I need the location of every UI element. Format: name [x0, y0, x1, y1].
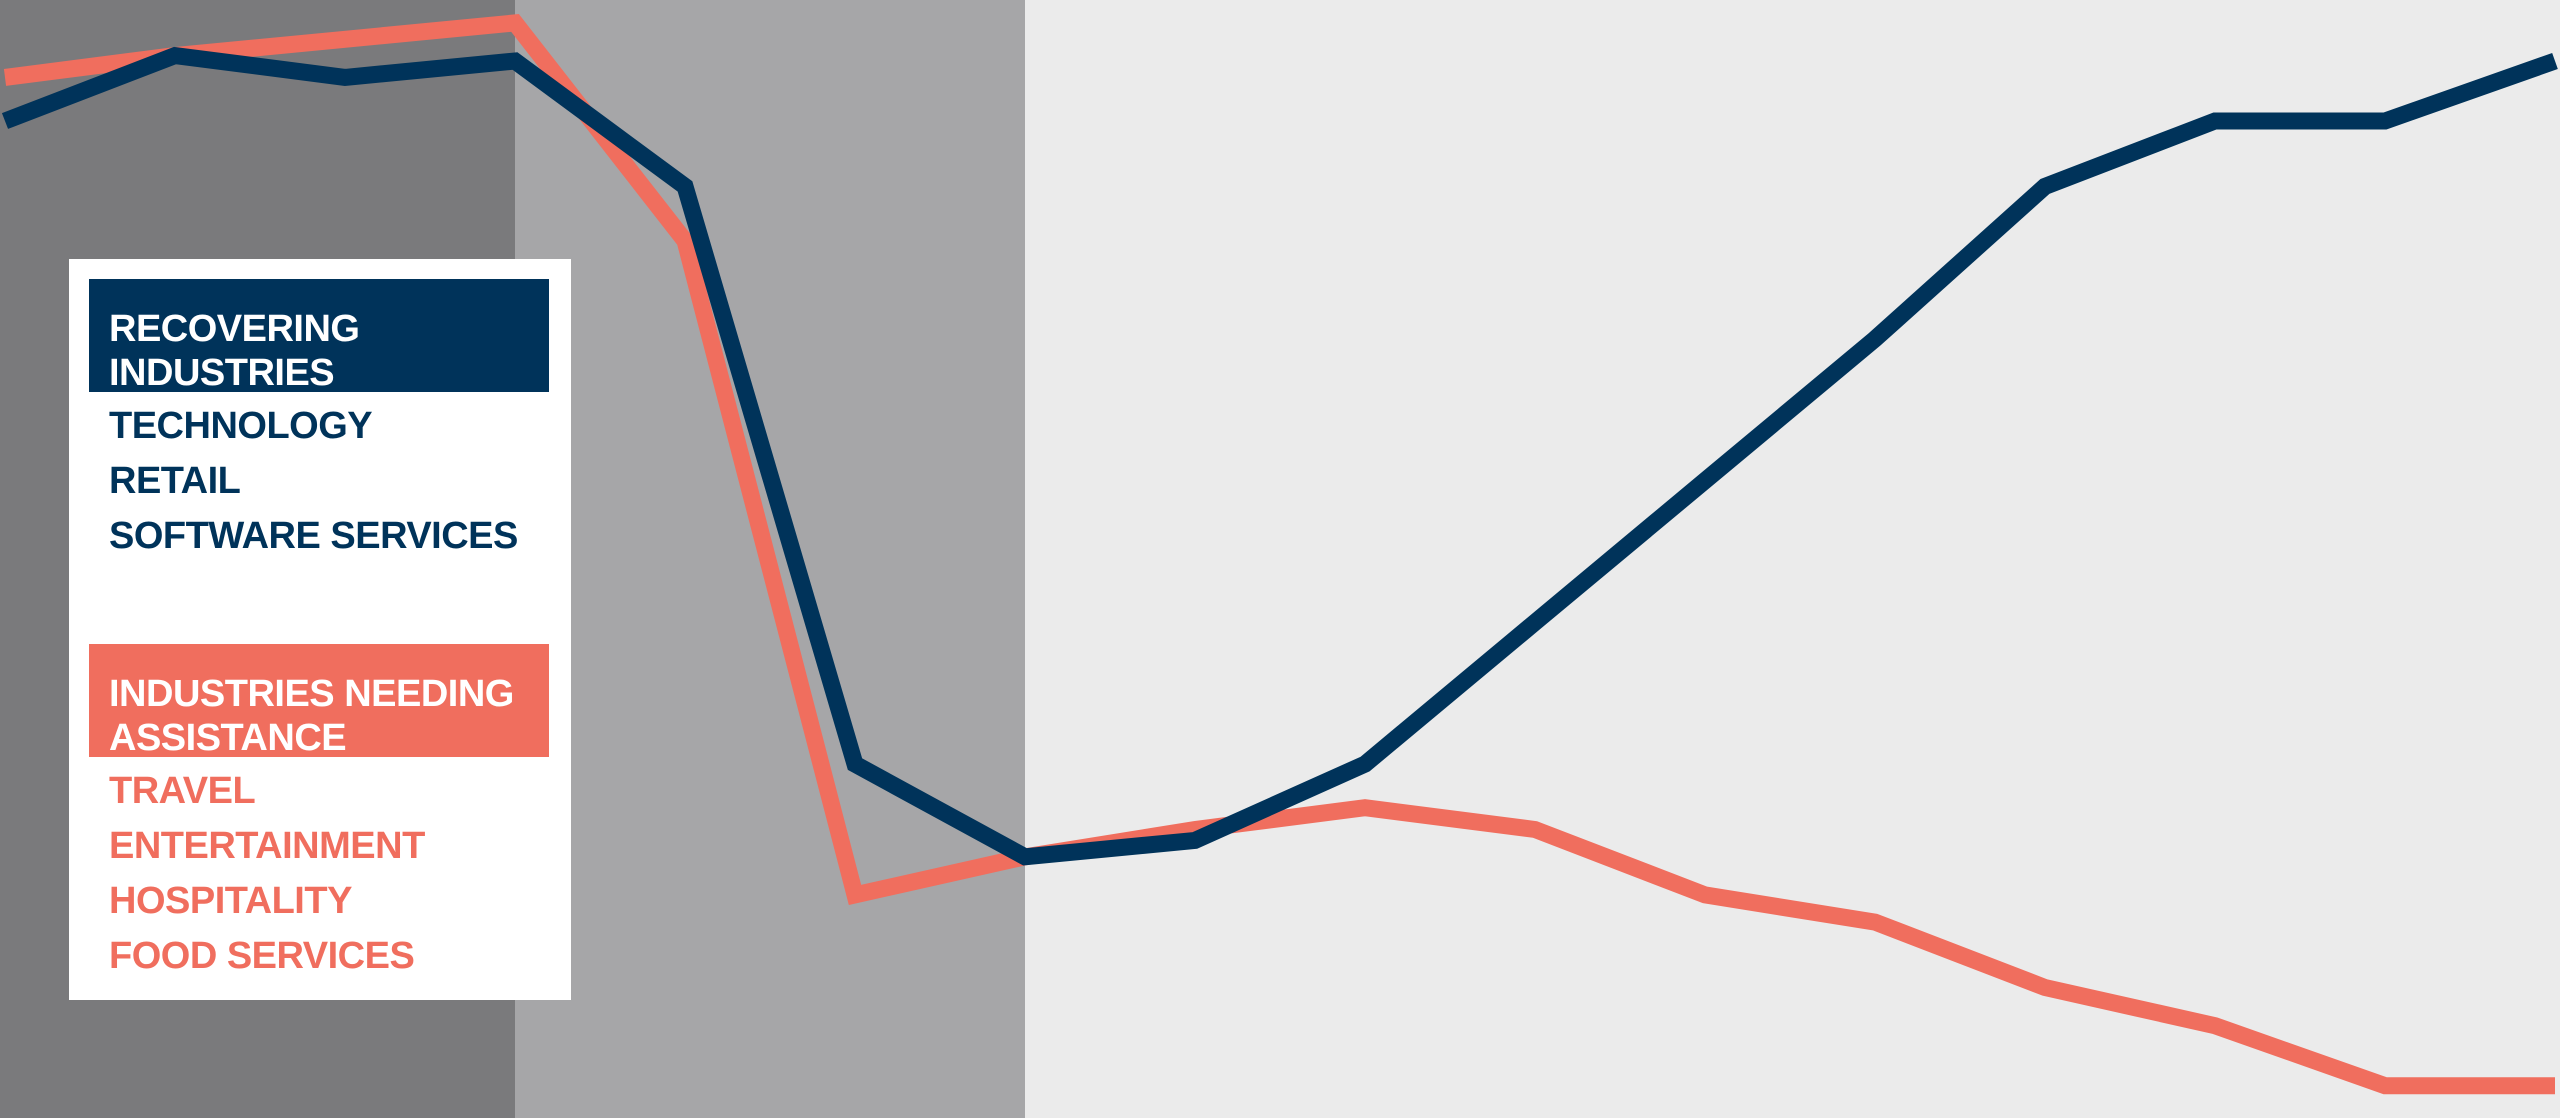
- legend-item-hospitality: HOSPITALITY: [109, 880, 352, 922]
- series-line-recovering: [1, 46, 2558, 866]
- series-layer: [1, 13, 2558, 1095]
- legend-item-food-services: FOOD SERVICES: [109, 935, 415, 977]
- legend-item-software-services: SOFTWARE SERVICES: [109, 515, 518, 557]
- legend-header-recovering: RECOVERING INDUSTRIES: [89, 279, 549, 394]
- series-line-needing-assistance: [3, 13, 2555, 1095]
- legend-header-assistance: INDUSTRIES NEEDING ASSISTANCE: [89, 644, 549, 759]
- legend-list-assistance: TRAVEL ENTERTAINMENT HOSPITALITY FOOD SE…: [109, 764, 425, 984]
- legend-list-recovering: TECHNOLOGY RETAIL SOFTWARE SERVICES: [109, 399, 518, 564]
- legend-item-retail: RETAIL: [109, 460, 241, 502]
- legend-item-travel: TRAVEL: [109, 770, 256, 812]
- legend: RECOVERING INDUSTRIES TECHNOLOGY RETAIL …: [69, 259, 571, 1000]
- legend-item-technology: TECHNOLOGY: [109, 405, 373, 447]
- legend-item-entertainment: ENTERTAINMENT: [109, 825, 425, 867]
